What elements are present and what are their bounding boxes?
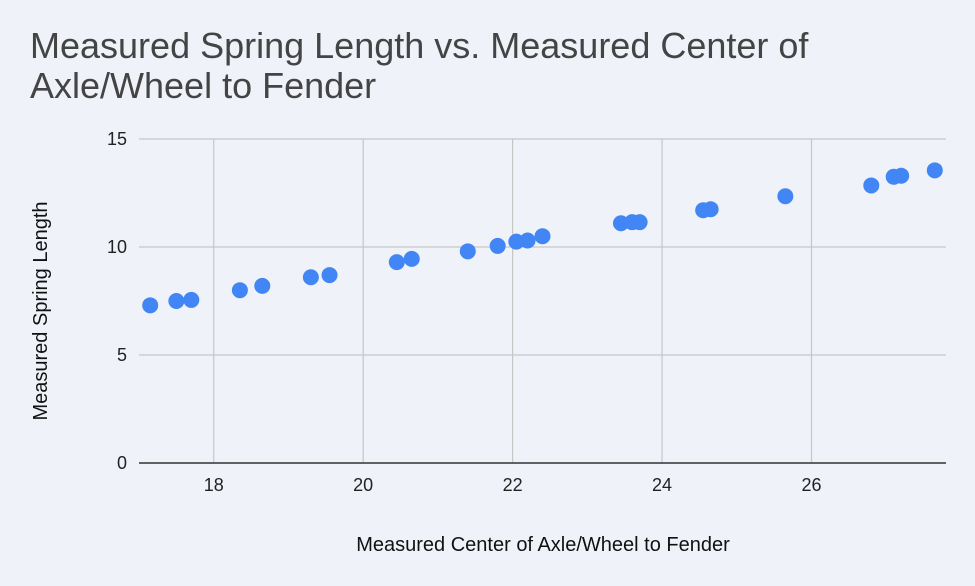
x-axis-title: Measured Center of Axle/Wheel to Fender: [356, 534, 730, 556]
x-tick-label: 24: [652, 475, 672, 495]
data-point: [702, 201, 719, 218]
data-point: [863, 177, 880, 194]
y-axis-title: Measured Spring Length: [30, 201, 52, 420]
y-tick-labels: 0 5 10 15: [107, 129, 127, 473]
data-point: [302, 269, 319, 286]
data-point: [459, 243, 476, 260]
data-point: [254, 277, 271, 294]
data-point: [519, 232, 536, 249]
y-tick-label: 15: [107, 129, 127, 149]
data-point: [631, 214, 648, 231]
x-tick-labels: 18 20 22 24 26: [204, 475, 822, 495]
grid-lines: [139, 138, 946, 464]
data-point: [168, 293, 185, 309]
data-point: [231, 282, 248, 299]
data-point: [534, 228, 551, 245]
data-point: [489, 237, 506, 254]
x-tick-label: 20: [353, 475, 373, 495]
data-point: [926, 162, 943, 179]
data-point: [183, 291, 200, 308]
x-tick-label: 26: [801, 475, 821, 495]
y-tick-label: 0: [117, 453, 127, 473]
x-tick-label: 22: [503, 475, 523, 495]
y-tick-label: 10: [107, 237, 127, 257]
data-point: [403, 250, 420, 267]
data-point: [388, 254, 405, 271]
y-tick-label: 5: [117, 345, 127, 365]
x-tick-label: 18: [204, 475, 224, 495]
data-point: [142, 297, 159, 314]
data-points: [142, 162, 943, 314]
data-point: [893, 167, 910, 184]
chart-title: Measured Spring Length vs. Measured Cent…: [30, 25, 809, 106]
data-point: [777, 188, 794, 205]
data-point: [321, 267, 338, 284]
